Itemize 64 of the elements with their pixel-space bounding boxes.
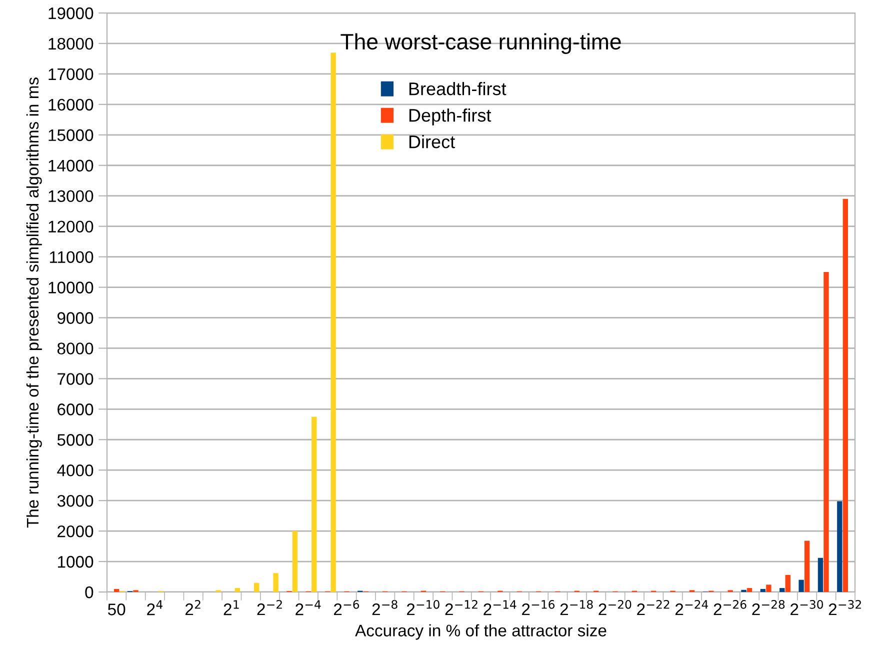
bar [760,588,766,592]
bar [330,52,336,592]
bar [837,501,842,592]
x-tick-label: 2$^{−6}$ [334,600,360,616]
text: The worst-case running-time [340,33,621,54]
y-tick-label: 1000 [58,556,94,568]
bar [780,588,785,592]
x-tick-label: 2$^{−32}$ [828,600,861,616]
legend-label: Direct [409,134,455,148]
x-tick-label: 2$^{−24}$ [675,600,708,616]
x-tick-label: 2$^{−16}$ [522,600,555,616]
x-tick-label: 2$^{−22}$ [637,600,670,616]
bar [114,588,120,592]
bar [292,531,298,592]
y-axis-title: The running-time of the presented simplified algorithms in ms [26,78,42,528]
y-tick-label: 14000 [48,160,94,172]
y-tick-label: 18000 [48,38,94,50]
y-tick-label: 10000 [48,282,94,294]
bar [312,416,317,592]
x-axis-title: Accuracy in % of the attractor size [355,624,606,640]
bar [254,582,260,592]
legend-label: Depth-first [409,108,492,126]
x-tick-label: 2$^{−8}$ [372,600,398,616]
bar [798,580,804,592]
y-tick-label: 19000 [48,7,94,20]
bar [273,573,278,592]
y-tick-label: 5000 [57,434,94,446]
bar [842,198,848,592]
bar [824,272,829,592]
x-tick-label: 2$^{4}$ [147,600,162,616]
x-tick-label: 50 [108,604,126,616]
x-tick-label: 2$^{−28}$ [752,600,785,616]
bar [766,584,772,592]
x-tick-label: 2$^{−2}$ [257,600,282,616]
y-tick-label: 8000 [57,342,94,354]
y-tick-label: 17000 [48,68,94,80]
y-tick-label: 9000 [58,312,94,324]
y-tick-label: 7000 [58,373,94,385]
x-tick-label: 2$^{−4}$ [296,600,321,616]
bar [804,540,810,592]
x-tick-label: 2$^{−12}$ [445,600,478,616]
x-tick-label: 2$^{−18}$ [560,600,593,616]
x-tick-label: 2$^{−10}$ [406,600,440,616]
y-tick-label: 13000 [48,190,94,202]
bar [234,588,240,592]
x-tick-label: 2$^{2}$ [185,600,200,616]
x-tick-label: 2$^{−26}$ [714,600,746,616]
y-tick-label: 15000 [48,129,94,142]
x-tick-label: 2$^{−30}$ [790,600,823,616]
y-tick-label: 4000 [57,464,94,476]
y-tick-label: 0 [85,586,94,598]
y-tick-label: 2000 [58,525,94,538]
bar [785,574,790,592]
y-tick-label: 16000 [48,98,94,111]
bar [818,558,824,592]
y-tick-label: 3000 [57,494,94,507]
x-tick-label: 2$^{−20}$ [598,600,632,616]
legend-label: Breadth-first [409,82,506,96]
bar [746,588,752,592]
x-tick-label: 2$^{−14}$ [484,600,516,616]
y-tick-label: 11000 [50,251,94,263]
y-tick-label: 12000 [48,220,94,233]
x-tick-label: 2$^{1}$ [224,600,239,616]
y-tick-label: 6000 [58,404,94,416]
